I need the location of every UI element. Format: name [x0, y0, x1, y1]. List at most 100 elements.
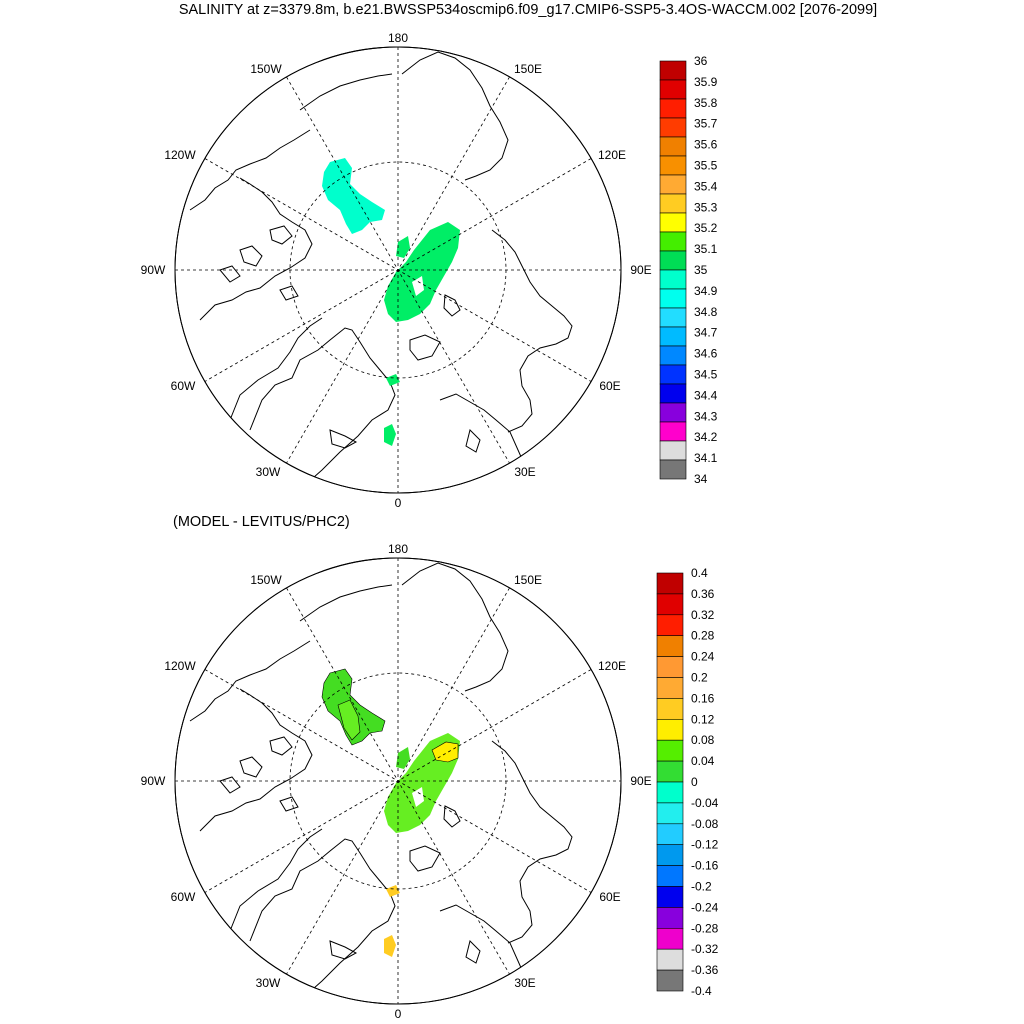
top-coastlines [189, 51, 573, 493]
top-colorbar-label: 34.6 [694, 347, 718, 361]
top-colorbar-swatch [659, 345, 687, 366]
top-salinity-patch-canada-basin [322, 158, 385, 234]
top-colorbar-swatch [659, 98, 687, 119]
top-label-150e: 150E [514, 62, 542, 76]
bottom-colorbar-label: -0.16 [691, 859, 719, 873]
top-colorbar-label: 34.9 [694, 284, 718, 298]
top-colorbar-swatch [659, 269, 687, 290]
top-colorbar-label: 34.3 [694, 409, 718, 423]
bottom-label-90w: 90W [141, 774, 166, 788]
top-label-0: 0 [395, 496, 402, 510]
bottom-colorbar-swatch [656, 698, 684, 720]
bottom-colorbar-swatch [656, 823, 684, 845]
difference-subtitle: (MODEL - LEVITUS/PHC2) [173, 514, 350, 530]
top-label-90w: 90W [141, 263, 166, 277]
top-colorbar-label: 35.7 [694, 117, 718, 131]
top-colorbar-label: 35.4 [694, 179, 718, 193]
top-colorbar-label: 34 [694, 472, 708, 486]
top-colorbar-label: 34.8 [694, 305, 718, 319]
top-colorbar-label: 35.6 [694, 138, 718, 152]
bottom-colorbar-label: -0.28 [691, 921, 719, 935]
bottom-anomaly-patch-canada-inner [337, 699, 361, 741]
top-colorbar-swatch [659, 459, 687, 480]
bottom-colorbar-swatch [656, 927, 684, 950]
bottom-colorbar-swatch [656, 781, 684, 804]
bottom-label-120w: 120W [164, 659, 196, 673]
top-colorbar-swatch [659, 440, 687, 461]
top-colorbar-swatch [659, 193, 687, 214]
top-colorbar-label: 35.8 [694, 96, 718, 110]
top-colorbar-label: 34.4 [694, 388, 718, 402]
top-colorbar-label: 35.5 [694, 159, 718, 173]
bottom-colorbar-label: -0.24 [691, 900, 719, 914]
bottom-anomaly-patch-small-2 [386, 885, 400, 897]
top-salinity-patch-small-3 [384, 424, 396, 446]
top-label-60e: 60E [599, 379, 620, 393]
bottom-colorbar-swatch [656, 844, 684, 866]
bottom-label-90e: 90E [630, 774, 651, 788]
top-graticule [175, 47, 621, 493]
bottom-colorbar-swatch [656, 886, 684, 908]
bottom-colorbar-label: 0 [691, 775, 698, 789]
bottom-colorbar-label: 0.2 [691, 671, 708, 685]
bottom-label-150e: 150E [514, 573, 542, 587]
bottom-colorbar-label: 0.12 [691, 712, 715, 726]
top-salinity-patch-small-1 [396, 236, 410, 258]
bottom-label-60e: 60E [599, 890, 620, 904]
bottom-colorbar-swatch [656, 969, 684, 992]
bottom-colorbar-label: 0.04 [691, 754, 715, 768]
bottom-label-30e: 30E [514, 976, 535, 990]
bottom-label-30w: 30W [256, 976, 281, 990]
bottom-colorbar-swatch [656, 677, 684, 699]
top-colorbar-swatch [659, 421, 687, 442]
bottom-colorbar-swatch [656, 635, 684, 657]
bottom-colorbar-swatch [656, 593, 684, 616]
top-label-30w: 30W [256, 465, 281, 479]
top-colorbar-swatch [659, 60, 687, 81]
top-colorbar-swatch [659, 288, 687, 309]
bottom-coastlines [189, 562, 573, 1004]
bottom-colorbar-swatch [656, 739, 684, 762]
top-label-120w: 120W [164, 148, 196, 162]
bottom-colorbar-label: -0.04 [691, 796, 719, 810]
top-colorbar-swatch [659, 136, 687, 157]
top-label-120e: 120E [598, 148, 626, 162]
bottom-colorbar-swatch [656, 907, 684, 929]
bottom-colorbar-swatch [656, 760, 684, 783]
bottom-anomaly-patch-small-1 [396, 747, 410, 769]
top-colorbar-swatch [659, 117, 687, 138]
bottom-colorbar-swatch [656, 948, 684, 971]
plot-title: SALINITY at z=3379.8m, b.e21.BWSSP534osc… [178, 2, 878, 18]
top-label-30e: 30E [514, 465, 535, 479]
bottom-colorbar-label: -0.2 [691, 880, 712, 894]
top-colorbar-label: 35.1 [694, 242, 718, 256]
top-colorbar-swatch [659, 155, 687, 176]
top-colorbar-label: 35.2 [694, 221, 718, 235]
bottom-colorbar-swatch [656, 572, 684, 595]
top-colorbar-swatch [659, 383, 687, 404]
top-colorbar-swatch [659, 402, 687, 423]
bottom-colorbar-label: 0.24 [691, 650, 715, 664]
top-colorbar-label: 35 [694, 263, 708, 277]
bottom-label-120e: 120E [598, 659, 626, 673]
top-colorbar-swatch [659, 212, 687, 233]
top-colorbar-swatch [659, 79, 687, 100]
bottom-colorbar-label: 0.08 [691, 733, 715, 747]
top-colorbar-label: 35.3 [694, 200, 718, 214]
top-label-90e: 90E [630, 263, 651, 277]
top-colorbar-label: 34.7 [694, 326, 718, 340]
bottom-colorbar-swatch [656, 614, 684, 636]
bottom-colorbar: 0.4 0.36 0.32 0.28 0.24 0.2 0.16 0.12 0.08 0.04 0 -… [656, 566, 719, 998]
top-colorbar-label: 34.5 [694, 368, 718, 382]
bottom-label-0: 0 [395, 1007, 402, 1021]
bottom-label-180: 180 [388, 542, 408, 556]
bottom-colorbar-label: 0.16 [691, 691, 715, 705]
bottom-colorbar-label: -0.4 [691, 984, 712, 998]
top-colorbar-label: 34.1 [694, 451, 718, 465]
bottom-colorbar-swatch [656, 718, 684, 741]
top-colorbar-swatch [659, 326, 687, 347]
bottom-colorbar-label: 0.32 [691, 608, 715, 622]
bottom-colorbar-label: -0.12 [691, 838, 719, 852]
top-label-60w: 60W [171, 379, 196, 393]
